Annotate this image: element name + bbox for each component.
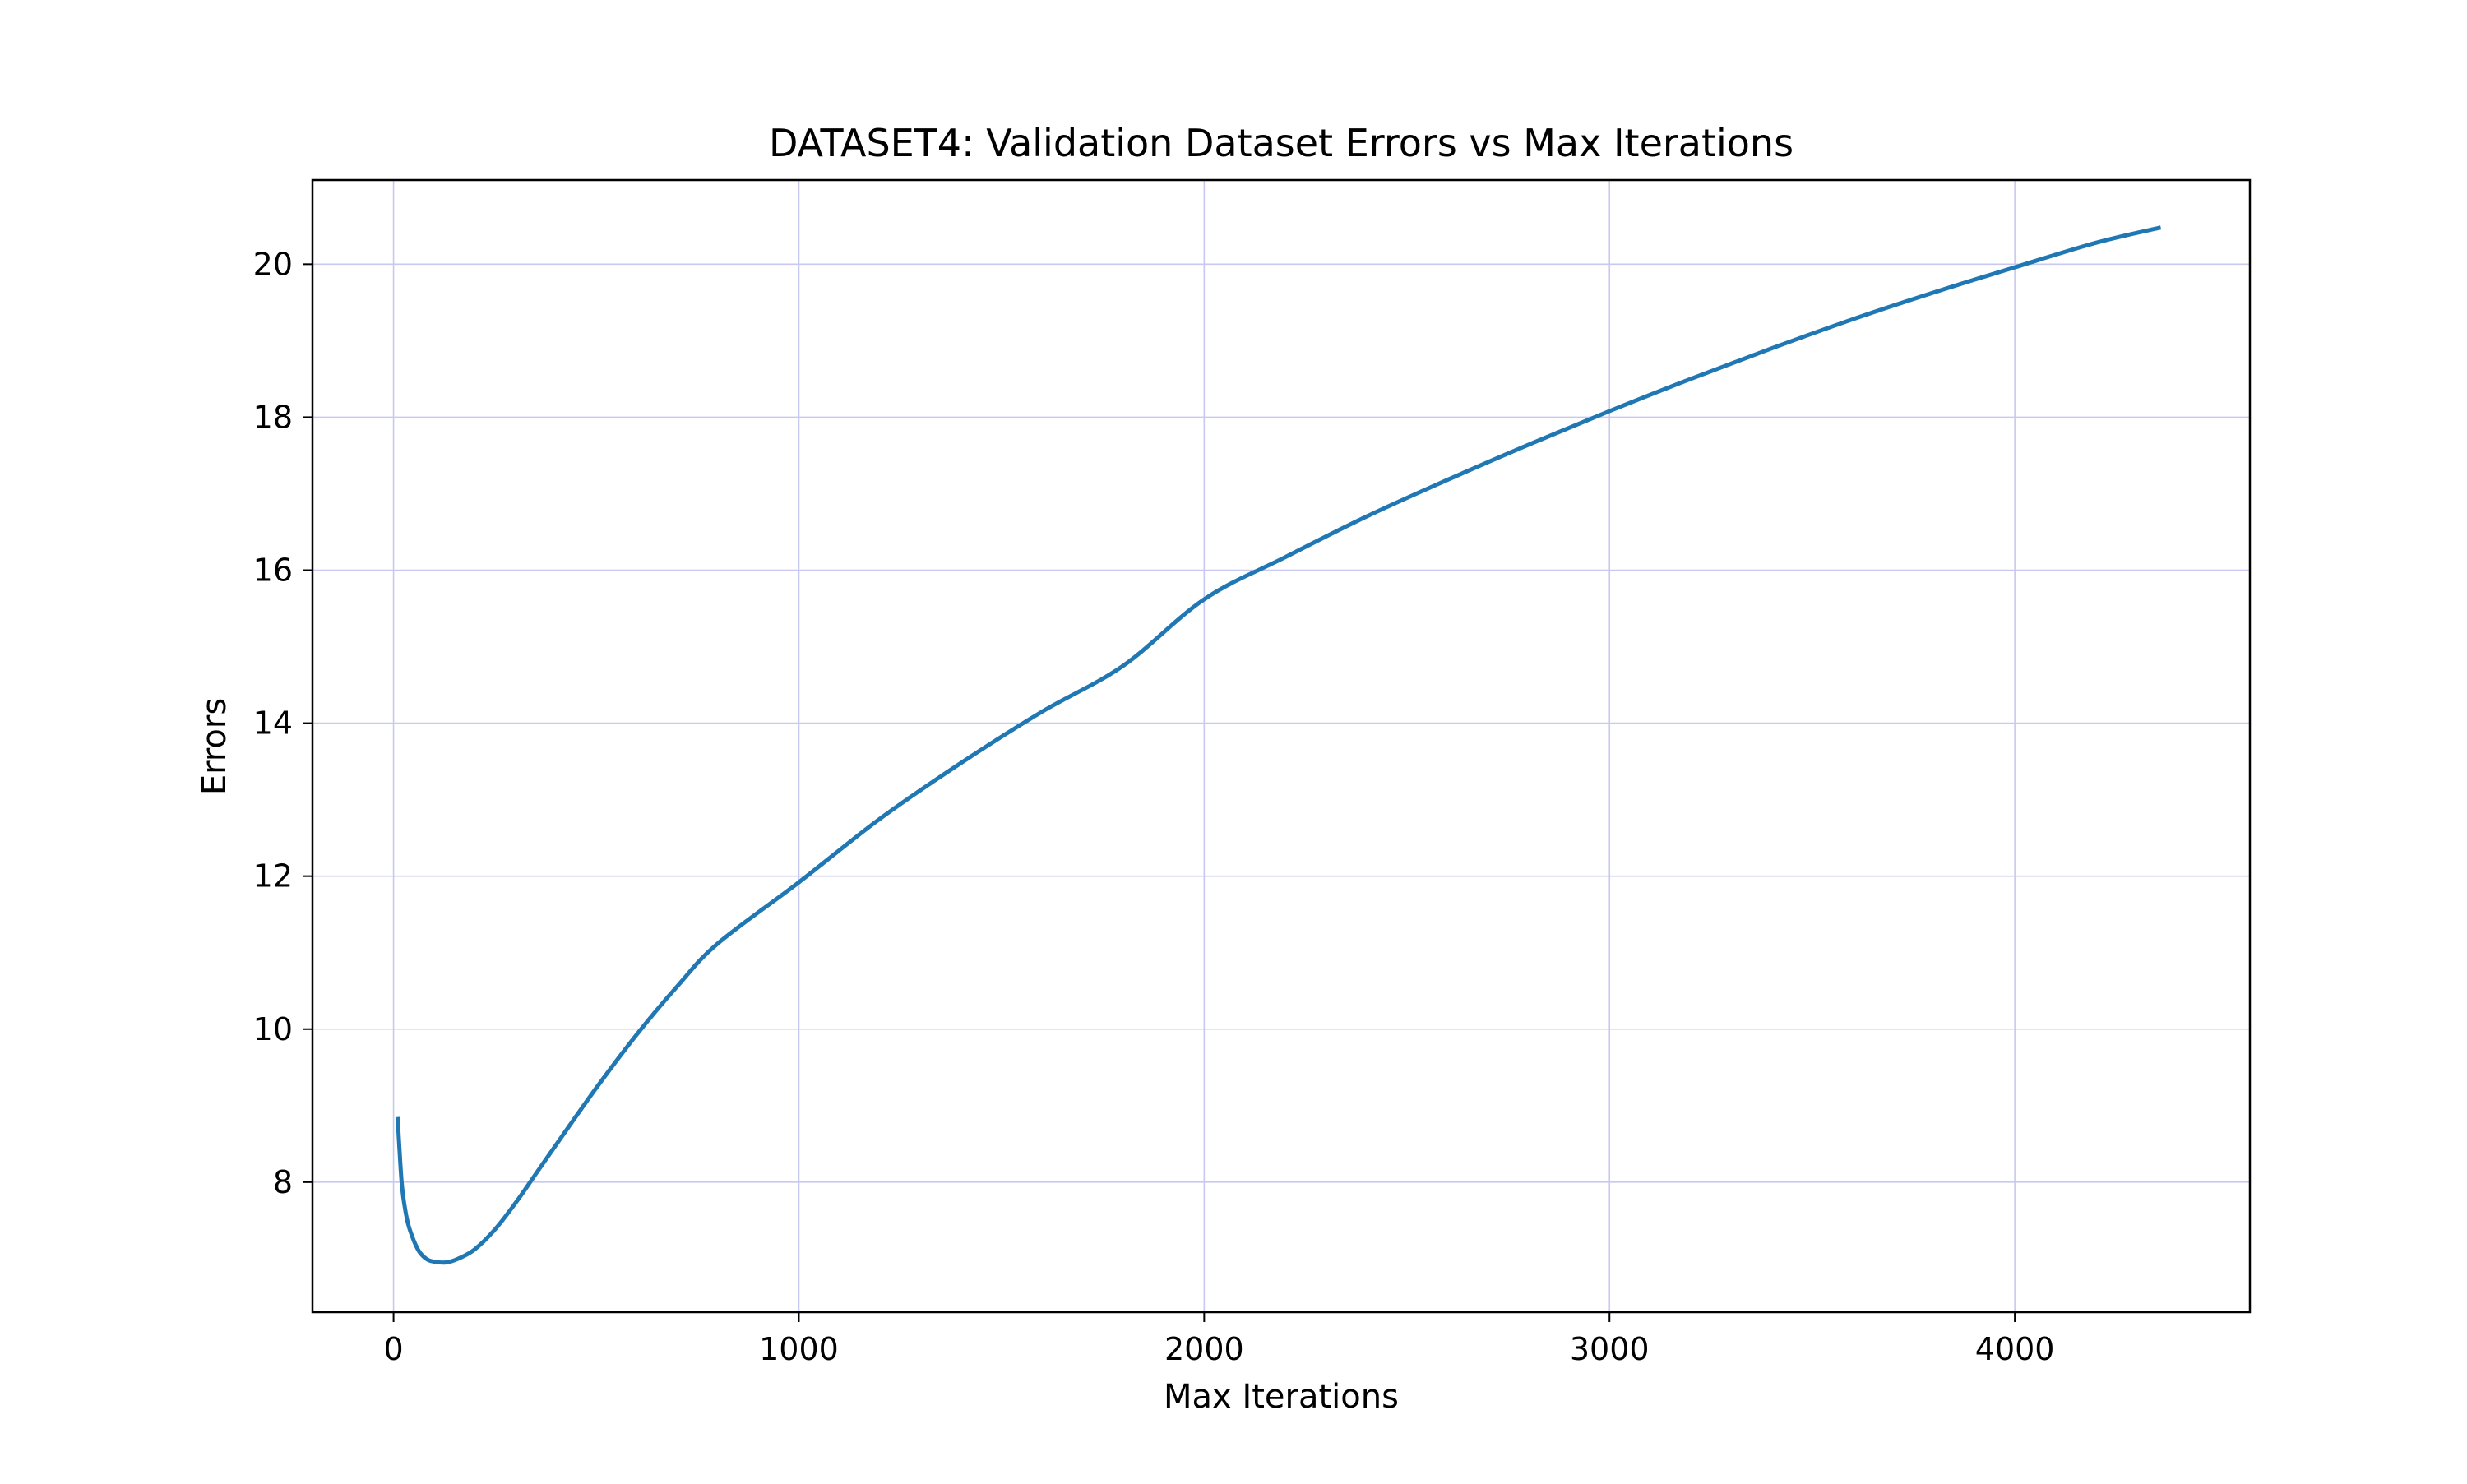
grid (312, 180, 2250, 1312)
x-tick-label: 4000 (1975, 1331, 2055, 1367)
series-line-0 (396, 225, 2162, 1265)
plot-frame (311, 178, 2252, 1314)
x-axis-label: Max Iterations (1164, 1378, 1399, 1416)
y-tick-label: 14 (253, 705, 293, 742)
y-tick-label: 20 (253, 246, 293, 282)
y-tick-label: 16 (253, 552, 293, 589)
x-tick-label: 2000 (1164, 1331, 1244, 1367)
chart-title: DATASET4: Validation Dataset Errors vs M… (769, 121, 1794, 165)
x-tick-label: 0 (383, 1331, 403, 1367)
y-tick-label: 8 (273, 1164, 293, 1200)
y-tick-label: 10 (253, 1011, 293, 1047)
x-tick-label: 3000 (1570, 1331, 1650, 1367)
ticks: 0 1000 2000 3000 4000 8 10 12 14 16 18 20 (253, 246, 2055, 1367)
y-axis-label: Errors (196, 698, 234, 795)
x-tick-label: 1000 (759, 1331, 839, 1367)
series-layer (396, 225, 2162, 1265)
y-tick-label: 12 (253, 858, 293, 895)
y-tick-label: 18 (253, 399, 293, 435)
